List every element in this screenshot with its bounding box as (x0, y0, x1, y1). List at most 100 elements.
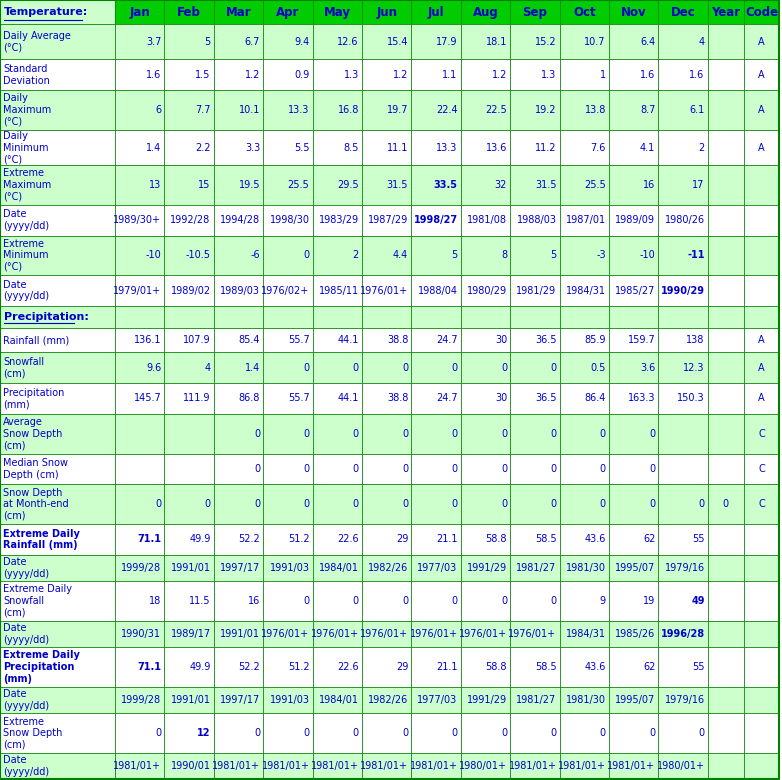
Bar (609, 130, 658, 165)
Text: 24.7: 24.7 (436, 393, 457, 403)
Text: 1991/01: 1991/01 (170, 563, 210, 573)
Text: 1.4: 1.4 (146, 143, 161, 153)
Bar (510, 453, 560, 484)
Bar (609, 306, 658, 328)
Text: 1994/28: 1994/28 (220, 215, 260, 225)
Text: 1992/28: 1992/28 (170, 215, 210, 225)
Text: 13.3: 13.3 (288, 105, 310, 115)
Bar (213, 353, 264, 383)
Text: 1980/01+: 1980/01+ (459, 761, 507, 771)
Bar (115, 581, 164, 621)
Text: 0: 0 (353, 464, 359, 474)
Text: 52.2: 52.2 (239, 662, 260, 672)
Text: Median Snow
Depth (cm): Median Snow Depth (cm) (3, 458, 68, 480)
Bar (609, 647, 658, 687)
Bar (264, 165, 313, 205)
Text: Date
(yyyy/dd): Date (yyyy/dd) (3, 557, 49, 579)
Bar (461, 753, 510, 779)
Bar (0, 581, 115, 621)
Text: 0: 0 (353, 429, 359, 438)
Bar (213, 0, 264, 24)
Bar (164, 484, 213, 524)
Bar (510, 130, 560, 165)
Bar (362, 0, 411, 24)
Bar (0, 205, 115, 236)
Bar (744, 581, 780, 621)
Bar (115, 524, 164, 555)
Bar (461, 555, 510, 581)
Bar (560, 275, 609, 306)
Bar (362, 714, 411, 753)
Text: 1.2: 1.2 (492, 70, 507, 80)
Bar (362, 555, 411, 581)
Bar (213, 555, 264, 581)
Bar (510, 383, 560, 414)
Bar (362, 353, 411, 383)
Text: 43.6: 43.6 (584, 534, 606, 544)
Bar (115, 59, 164, 90)
Bar (213, 714, 264, 753)
Text: 0: 0 (254, 429, 260, 438)
Text: 0: 0 (451, 729, 457, 738)
Bar (313, 353, 362, 383)
Text: 0: 0 (254, 729, 260, 738)
Bar (708, 453, 744, 484)
Bar (264, 353, 313, 383)
Text: 1991/29: 1991/29 (467, 695, 507, 705)
Bar (362, 328, 411, 353)
Text: C: C (758, 499, 765, 509)
Text: Date
(yyyy/dd): Date (yyyy/dd) (3, 623, 49, 645)
Bar (461, 383, 510, 414)
Bar (560, 414, 609, 453)
Bar (115, 205, 164, 236)
Text: 1990/31: 1990/31 (121, 629, 161, 639)
Bar (609, 714, 658, 753)
Text: Extreme
Minimum
(°C): Extreme Minimum (°C) (3, 239, 48, 272)
Bar (560, 647, 609, 687)
Bar (264, 275, 313, 306)
Bar (609, 236, 658, 275)
Bar (461, 414, 510, 453)
Text: 11.1: 11.1 (387, 143, 408, 153)
Text: Precipitation
(mm): Precipitation (mm) (3, 388, 64, 410)
Text: 5: 5 (204, 37, 210, 47)
Text: Sep: Sep (522, 5, 547, 19)
Bar (744, 753, 780, 779)
Bar (362, 236, 411, 275)
Text: Daily
Maximum
(°C): Daily Maximum (°C) (3, 94, 52, 126)
Bar (313, 275, 362, 306)
Bar (0, 90, 115, 130)
Bar (744, 205, 780, 236)
Bar (313, 165, 362, 205)
Bar (0, 453, 115, 484)
Bar (510, 59, 560, 90)
Bar (658, 555, 708, 581)
Bar (510, 484, 560, 524)
Bar (609, 453, 658, 484)
Text: Date
(yyyy/dd): Date (yyyy/dd) (3, 690, 49, 711)
Bar (115, 714, 164, 753)
Bar (461, 0, 510, 24)
Text: 44.1: 44.1 (338, 393, 359, 403)
Bar (313, 306, 362, 328)
Text: A: A (758, 105, 765, 115)
Bar (744, 130, 780, 165)
Bar (708, 621, 744, 647)
Bar (213, 524, 264, 555)
Text: 30: 30 (495, 335, 507, 346)
Text: 0: 0 (303, 464, 310, 474)
Bar (411, 647, 461, 687)
Text: 38.8: 38.8 (387, 335, 408, 346)
Bar (708, 687, 744, 714)
Text: A: A (758, 143, 765, 153)
Bar (213, 90, 264, 130)
Bar (362, 524, 411, 555)
Text: 0: 0 (303, 363, 310, 373)
Bar (0, 0, 115, 24)
Bar (560, 165, 609, 205)
Text: 1976/01+: 1976/01+ (261, 629, 310, 639)
Bar (362, 165, 411, 205)
Text: 0: 0 (353, 363, 359, 373)
Bar (609, 90, 658, 130)
Text: Snowfall
(cm): Snowfall (cm) (3, 357, 45, 378)
